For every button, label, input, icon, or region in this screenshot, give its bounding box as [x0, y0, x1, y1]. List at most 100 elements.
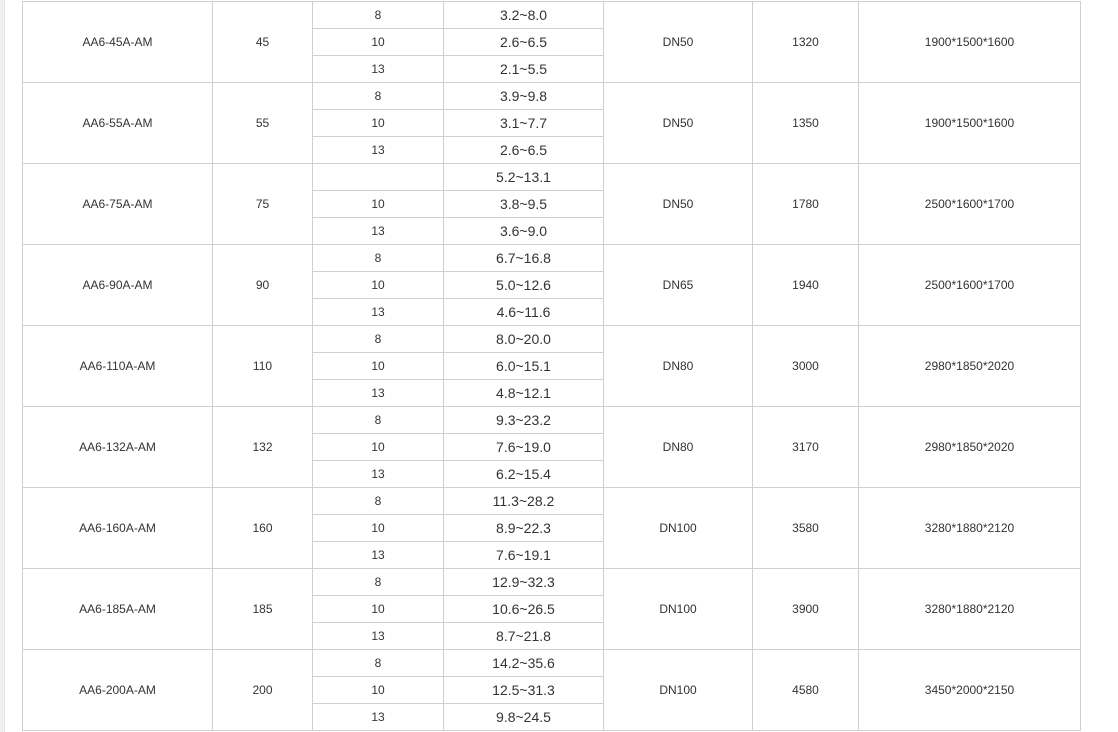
dimensions-cell: 3280*1880*2120: [858, 487, 1081, 569]
pressure-cell: 10: [312, 595, 444, 623]
pressure-cell: 13: [312, 217, 444, 245]
table-row: AA6-200A-AM 200 8 14.2~35.6 DN100 4580 3450*20…: [22, 649, 1081, 731]
flow-cell: 12.5~31.3: [443, 676, 604, 704]
pressure-cell: 10: [312, 190, 444, 218]
table-row: AA6-55A-AM 55 8 3.9~9.8 DN50 1350 1900*1500*16…: [22, 82, 1081, 164]
pressure-cell: 8: [312, 325, 444, 353]
power-cell: 160: [212, 487, 313, 569]
weight-cell: 3900: [752, 568, 859, 650]
dimensions-cell: 2980*1850*2020: [858, 325, 1081, 407]
model-cell: AA6-200A-AM: [22, 649, 213, 731]
flow-cell: 3.1~7.7: [443, 109, 604, 137]
outlet-cell: DN65: [603, 244, 753, 326]
model-cell: AA6-110A-AM: [22, 325, 213, 407]
model-cell: AA6-45A-AM: [22, 1, 213, 83]
flow-cell: 4.6~11.6: [443, 298, 604, 326]
power-cell: 75: [212, 163, 313, 245]
pressure-cell: 13: [312, 379, 444, 407]
pressure-cell: 13: [312, 703, 444, 731]
flow-cell: 3.8~9.5: [443, 190, 604, 218]
flow-cell: 6.2~15.4: [443, 460, 604, 488]
power-cell: 200: [212, 649, 313, 731]
power-cell: 90: [212, 244, 313, 326]
flow-cell: 3.2~8.0: [443, 1, 604, 29]
pressure-cell: 13: [312, 298, 444, 326]
dimensions-cell: 3450*2000*2150: [858, 649, 1081, 731]
model-cell: AA6-55A-AM: [22, 82, 213, 164]
table-row: 10 2.6~6.5: [23, 28, 1081, 56]
pressure-cell: 8: [312, 244, 444, 272]
table-row: 13 7.6~19.1: [23, 541, 1081, 569]
flow-cell: 5.0~12.6: [443, 271, 604, 299]
dimensions-cell: 2500*1600*1700: [858, 244, 1081, 326]
weight-cell: 4580: [752, 649, 859, 731]
weight-cell: 1940: [752, 244, 859, 326]
table-row: AA6-185A-AM 185 8 12.9~32.3 DN100 3900 3280*18…: [22, 568, 1081, 650]
pressure-cell: 10: [312, 28, 444, 56]
pressure-cell: 10: [312, 514, 444, 542]
weight-cell: 3580: [752, 487, 859, 569]
spec-table: AA6-45A-AM 45 8 3.2~8.0 DN50 1320 1900*1500*16…: [22, 1, 1081, 731]
flow-cell: 7.6~19.1: [443, 541, 604, 569]
table-row: 10 8.9~22.3: [23, 514, 1081, 542]
table-row: 10 10.6~26.5: [23, 595, 1081, 623]
weight-cell: 1350: [752, 82, 859, 164]
flow-cell: 2.6~6.5: [443, 136, 604, 164]
flow-cell: 5.2~13.1: [443, 163, 604, 191]
outlet-cell: DN50: [603, 163, 753, 245]
table-row: 10 3.8~9.5: [23, 190, 1081, 218]
flow-cell: 4.8~12.1: [443, 379, 604, 407]
pressure-cell: 10: [312, 352, 444, 380]
flow-cell: 9.8~24.5: [443, 703, 604, 731]
weight-cell: 1780: [752, 163, 859, 245]
flow-cell: 14.2~35.6: [443, 649, 604, 677]
outlet-cell: DN50: [603, 1, 753, 83]
pressure-cell: 10: [312, 109, 444, 137]
flow-cell: 11.3~28.2: [443, 487, 604, 515]
flow-cell: 8.7~21.8: [443, 622, 604, 650]
table-row: AA6-45A-AM 45 8 3.2~8.0 DN50 1320 1900*1500*16…: [22, 1, 1081, 83]
flow-cell: 12.9~32.3: [443, 568, 604, 596]
model-cell: AA6-185A-AM: [22, 568, 213, 650]
outlet-cell: DN100: [603, 487, 753, 569]
pressure-cell: 8: [312, 487, 444, 515]
table-row: 10 12.5~31.3: [23, 676, 1081, 704]
dimensions-cell: 3280*1880*2120: [858, 568, 1081, 650]
table-row: 10 5.0~12.6: [23, 271, 1081, 299]
pressure-cell: 13: [312, 55, 444, 83]
pressure-cell: 8: [312, 568, 444, 596]
flow-cell: 10.6~26.5: [443, 595, 604, 623]
table-row: 13 4.8~12.1: [23, 379, 1081, 407]
power-cell: 45: [212, 1, 313, 83]
model-cell: AA6-90A-AM: [22, 244, 213, 326]
power-cell: 132: [212, 406, 313, 488]
table-row: 13 2.1~5.5: [23, 55, 1081, 83]
flow-cell: 9.3~23.2: [443, 406, 604, 434]
pressure-cell: 8: [312, 1, 444, 29]
left-scroll-edge: [0, 0, 5, 732]
flow-cell: 8.9~22.3: [443, 514, 604, 542]
pressure-cell: 10: [312, 676, 444, 704]
weight-cell: 3170: [752, 406, 859, 488]
table-row: 13 6.2~15.4: [23, 460, 1081, 488]
table-row: 13 3.6~9.0: [23, 217, 1081, 245]
model-cell: AA6-75A-AM: [22, 163, 213, 245]
table-row: AA6-75A-AM 75 5.2~13.1 DN50 1780 2500*1600*17…: [22, 163, 1081, 245]
outlet-cell: DN80: [603, 406, 753, 488]
dimensions-cell: 2500*1600*1700: [858, 163, 1081, 245]
pressure-cell: 8: [312, 406, 444, 434]
outlet-cell: DN80: [603, 325, 753, 407]
power-cell: 185: [212, 568, 313, 650]
pressure-cell: [312, 163, 444, 191]
table-row: AA6-90A-AM 90 8 6.7~16.8 DN65 1940 2500*1600*1…: [22, 244, 1081, 326]
dimensions-cell: 1900*1500*1600: [858, 82, 1081, 164]
pressure-cell: 10: [312, 433, 444, 461]
table-row: AA6-110A-AM 110 8 8.0~20.0 DN80 3000 2980*1850…: [22, 325, 1081, 407]
power-cell: 110: [212, 325, 313, 407]
pressure-cell: 8: [312, 82, 444, 110]
outlet-cell: DN100: [603, 568, 753, 650]
model-cell: AA6-132A-AM: [22, 406, 213, 488]
power-cell: 55: [212, 82, 313, 164]
flow-cell: 8.0~20.0: [443, 325, 604, 353]
pressure-cell: 8: [312, 649, 444, 677]
